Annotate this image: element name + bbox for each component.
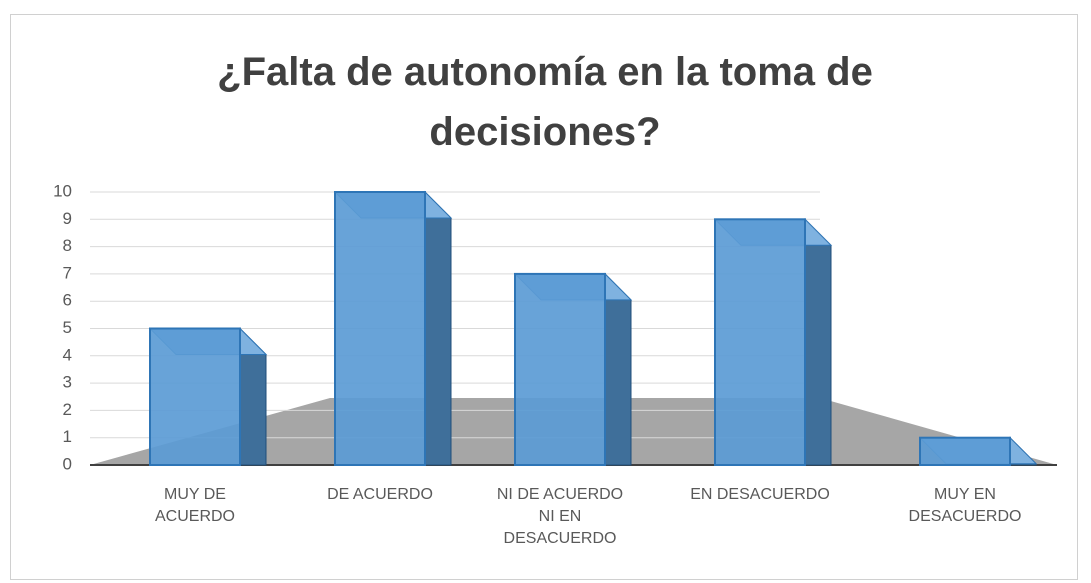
x-tick-label: MUY DE ACUERDO: [154, 486, 235, 525]
y-tick-label: 5: [63, 318, 72, 337]
y-tick-label: 9: [63, 209, 72, 228]
chart-title: ¿Falta de autonomía en la toma de decisi…: [217, 50, 873, 154]
y-tick-label: 7: [63, 263, 72, 282]
y-tick-label: 10: [53, 181, 72, 200]
bar-side: [424, 190, 452, 466]
bar: [334, 191, 426, 466]
y-tick-label: 4: [63, 345, 72, 364]
y-tick-label: 0: [63, 454, 72, 473]
x-tick-label: MUY EN DESACUERDO: [908, 486, 1022, 525]
y-tick-label: 3: [63, 373, 72, 392]
x-tick-label: EN DESACUERDO: [690, 486, 830, 503]
bar: [919, 436, 1011, 467]
y-tick-label: 2: [63, 400, 72, 419]
y-tick-label: 1: [63, 427, 72, 446]
chart-frame: [10, 14, 1078, 580]
bar-side: [604, 272, 632, 466]
y-tick-label: 8: [63, 236, 72, 255]
bar: [514, 272, 606, 466]
x-tick-label: DE ACUERDO: [327, 486, 433, 503]
bar: [714, 218, 806, 466]
x-tick-label: NI DE ACUERDO NI EN DESACUERDO: [496, 486, 624, 547]
y-tick-label: 6: [63, 291, 72, 310]
bar: [149, 327, 241, 466]
bar-side: [804, 218, 832, 466]
